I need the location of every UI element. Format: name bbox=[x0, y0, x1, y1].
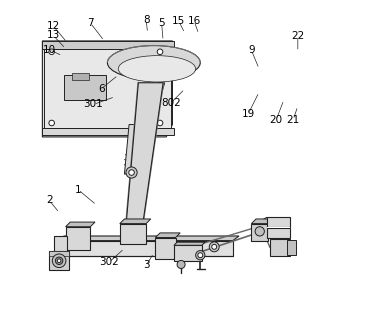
Bar bbox=[42, 128, 174, 135]
Polygon shape bbox=[49, 252, 69, 256]
Polygon shape bbox=[155, 233, 180, 238]
Circle shape bbox=[52, 254, 66, 267]
Ellipse shape bbox=[107, 46, 200, 80]
Polygon shape bbox=[120, 219, 151, 224]
Circle shape bbox=[255, 227, 264, 236]
Text: 301: 301 bbox=[84, 100, 104, 109]
Polygon shape bbox=[125, 83, 163, 244]
Text: 2: 2 bbox=[46, 195, 52, 205]
Circle shape bbox=[198, 253, 203, 258]
Bar bbox=[64, 75, 106, 100]
Circle shape bbox=[57, 259, 61, 262]
Bar bbox=[174, 245, 202, 261]
Ellipse shape bbox=[118, 56, 196, 82]
Polygon shape bbox=[125, 124, 135, 174]
Circle shape bbox=[49, 120, 55, 126]
Bar bbox=[155, 238, 175, 259]
Circle shape bbox=[49, 49, 55, 54]
Bar bbox=[120, 224, 146, 244]
Text: 9: 9 bbox=[248, 45, 255, 55]
Bar bbox=[267, 217, 290, 227]
Circle shape bbox=[196, 251, 205, 260]
Circle shape bbox=[157, 120, 163, 126]
Circle shape bbox=[157, 49, 163, 54]
Bar bbox=[42, 41, 174, 49]
Bar bbox=[251, 224, 269, 241]
Polygon shape bbox=[251, 219, 273, 224]
Bar bbox=[287, 240, 296, 255]
Polygon shape bbox=[66, 222, 95, 227]
Text: 21: 21 bbox=[286, 115, 300, 125]
Bar bbox=[44, 49, 171, 128]
Polygon shape bbox=[174, 242, 205, 245]
Text: 15: 15 bbox=[172, 16, 185, 26]
Bar bbox=[58, 241, 233, 256]
Text: 20: 20 bbox=[270, 115, 283, 125]
Bar bbox=[267, 227, 290, 228]
Bar bbox=[54, 236, 66, 256]
Text: 5: 5 bbox=[158, 18, 165, 28]
Bar bbox=[66, 227, 91, 250]
Circle shape bbox=[212, 244, 217, 249]
Text: 22: 22 bbox=[291, 31, 304, 41]
Polygon shape bbox=[42, 41, 172, 137]
Bar bbox=[72, 73, 89, 80]
Circle shape bbox=[55, 257, 63, 264]
Text: 302: 302 bbox=[99, 257, 119, 267]
Text: 3: 3 bbox=[143, 260, 149, 270]
Circle shape bbox=[177, 260, 185, 268]
Text: 8: 8 bbox=[143, 15, 149, 25]
Text: 12: 12 bbox=[47, 21, 60, 31]
Bar bbox=[270, 239, 290, 256]
Text: 10: 10 bbox=[43, 44, 56, 55]
Bar bbox=[267, 228, 290, 238]
Text: 1: 1 bbox=[74, 184, 81, 195]
Polygon shape bbox=[132, 83, 165, 174]
Text: 13: 13 bbox=[47, 30, 60, 40]
Circle shape bbox=[126, 167, 137, 178]
Text: 7: 7 bbox=[87, 18, 94, 28]
Bar bbox=[49, 252, 69, 270]
Text: 16: 16 bbox=[188, 16, 201, 26]
Circle shape bbox=[129, 170, 134, 175]
Polygon shape bbox=[58, 236, 239, 241]
Circle shape bbox=[209, 242, 219, 252]
Text: 6: 6 bbox=[98, 84, 105, 94]
Text: 802: 802 bbox=[161, 98, 181, 108]
Text: 19: 19 bbox=[242, 109, 255, 119]
